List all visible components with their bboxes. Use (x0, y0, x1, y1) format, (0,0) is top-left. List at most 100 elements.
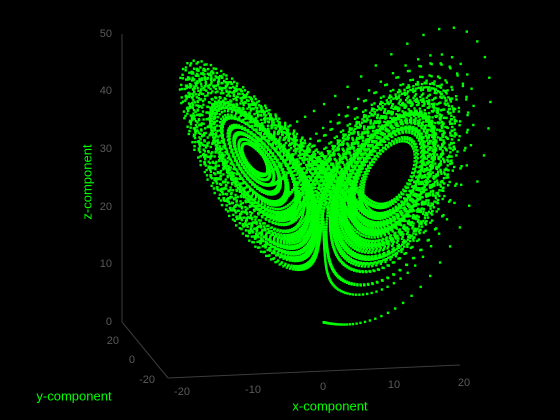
data-point (283, 125, 287, 128)
data-point (283, 127, 286, 130)
data-point (347, 163, 351, 166)
data-point (435, 167, 438, 170)
data-point (228, 107, 231, 110)
data-point (350, 261, 353, 265)
data-point (209, 110, 212, 113)
data-point (279, 230, 282, 233)
data-point (288, 240, 291, 243)
data-point (292, 234, 296, 237)
data-point (406, 271, 409, 274)
data-point (364, 249, 368, 253)
data-point (287, 125, 290, 128)
data-point (248, 198, 251, 201)
data-point (197, 93, 201, 96)
data-point (220, 107, 223, 111)
data-point (294, 149, 297, 152)
data-point (306, 222, 310, 225)
data-point (418, 222, 421, 225)
data-point (398, 94, 401, 97)
data-point (235, 112, 238, 115)
data-point (289, 147, 293, 150)
data-point (385, 99, 388, 102)
data-point (371, 212, 375, 215)
data-point (392, 223, 396, 226)
data-point (397, 237, 400, 240)
data-point (432, 176, 435, 179)
data-point (410, 111, 413, 115)
data-point (408, 86, 411, 89)
data-point (444, 125, 447, 129)
data-point (263, 133, 266, 136)
data-point (250, 235, 254, 238)
data-point (327, 153, 330, 156)
data-point (432, 206, 435, 209)
data-point (216, 142, 220, 145)
data-point (446, 102, 449, 105)
data-point (376, 256, 380, 260)
data-point (414, 264, 417, 267)
data-point (258, 123, 261, 126)
data-point (206, 136, 209, 139)
data-point (448, 245, 452, 248)
data-point (215, 105, 218, 109)
data-point (310, 206, 313, 209)
data-point (324, 260, 327, 264)
data-point (293, 169, 296, 173)
data-point (239, 88, 242, 91)
data-point (339, 225, 342, 228)
data-point (276, 229, 279, 232)
data-point (308, 170, 312, 173)
data-point (271, 232, 274, 235)
data-point (226, 104, 229, 107)
data-point (297, 154, 300, 157)
data-point (280, 254, 284, 257)
data-point (406, 101, 409, 104)
data-point (231, 189, 235, 192)
data-point (472, 104, 475, 108)
data-point (331, 168, 334, 172)
data-point (369, 261, 373, 265)
data-point (422, 212, 425, 216)
data-point (433, 150, 436, 154)
data-point (443, 96, 447, 100)
data-point (401, 301, 405, 305)
data-point (436, 202, 440, 205)
data-point (366, 118, 369, 122)
data-point (433, 97, 436, 100)
data-point (277, 253, 280, 256)
data-point (335, 287, 339, 290)
data-point (215, 182, 219, 185)
data-point (215, 124, 219, 127)
data-point (368, 111, 372, 115)
data-point (314, 171, 317, 174)
data-point (249, 144, 252, 147)
data-point (306, 157, 309, 161)
data-point (358, 293, 361, 296)
data-point (371, 250, 374, 253)
data-point (416, 220, 420, 223)
data-point (428, 185, 432, 188)
data-point (257, 219, 261, 222)
data-point (390, 244, 394, 248)
data-point (373, 157, 376, 160)
data-point (252, 168, 255, 171)
data-point (441, 149, 444, 152)
data-point (423, 149, 426, 152)
data-point (251, 144, 254, 148)
data-point (211, 117, 214, 120)
data-point (331, 144, 334, 148)
data-point (385, 227, 388, 230)
data-point (210, 106, 214, 109)
data-point (413, 99, 416, 102)
data-point (346, 213, 349, 216)
data-point (383, 245, 387, 248)
data-point (321, 203, 325, 206)
data-point (210, 128, 213, 132)
data-point (284, 188, 287, 191)
data-point (446, 164, 449, 167)
data-point (333, 152, 336, 156)
data-point (201, 110, 205, 113)
data-point (207, 150, 210, 153)
data-point (399, 128, 402, 131)
data-point (352, 139, 355, 142)
